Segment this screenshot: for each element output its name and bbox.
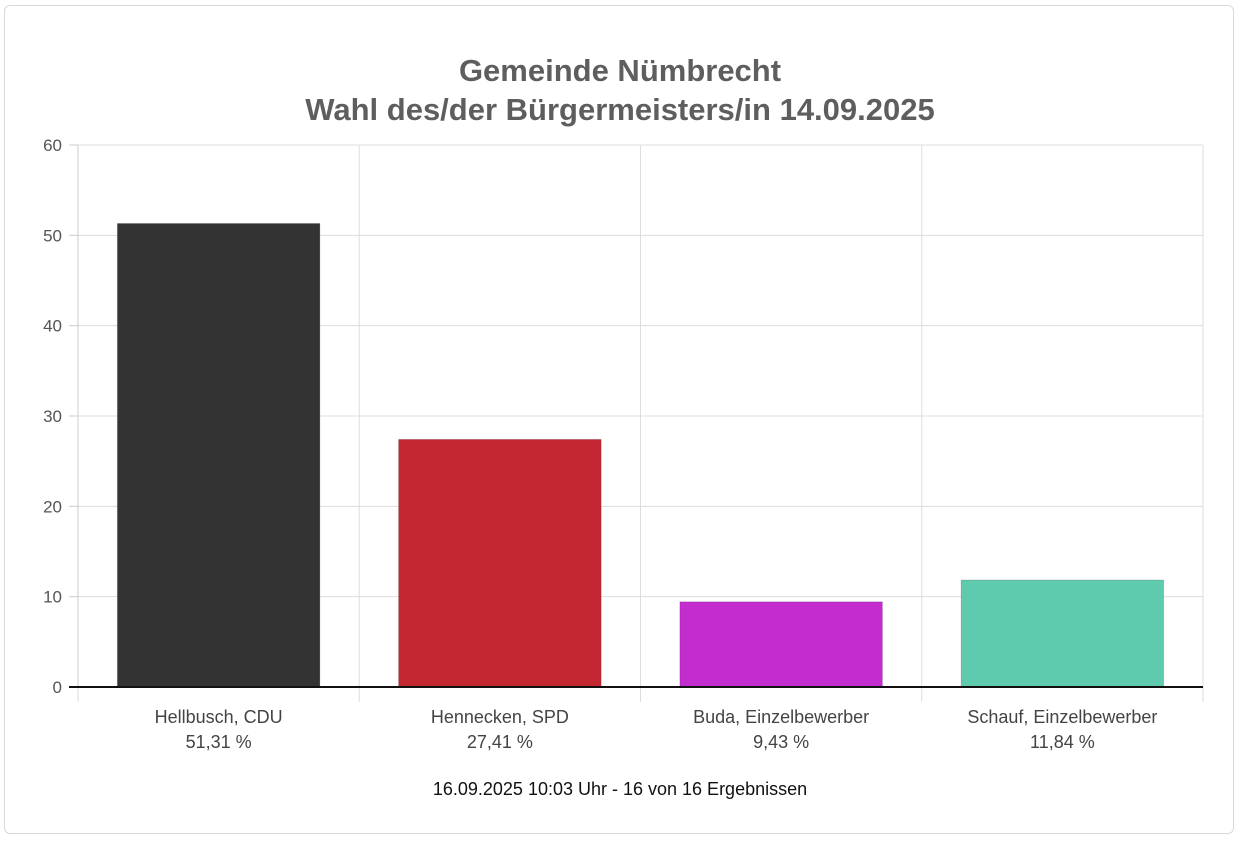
y-tick-label: 40 xyxy=(43,317,62,336)
y-tick-label: 60 xyxy=(43,136,62,155)
bar-value-label: 9,43 % xyxy=(753,732,809,752)
y-tick-label: 20 xyxy=(43,497,62,516)
bar xyxy=(960,579,1165,688)
chart-title: Gemeinde Nümbrecht xyxy=(458,53,782,88)
chart-footer: 16.09.2025 10:03 Uhr - 16 von 16 Ergebni… xyxy=(432,779,808,799)
bar xyxy=(398,438,602,688)
x-tick-label: Hennecken, SPD xyxy=(431,707,569,727)
x-tick-label: Hellbusch, CDU xyxy=(155,707,283,727)
bar-value-label: 27,41 % xyxy=(467,732,533,752)
bar xyxy=(116,222,321,688)
x-tick-label: Schauf, Einzelbewerber xyxy=(967,707,1157,727)
chart-subtitle: Wahl des/der Bürgermeisters/in 14.09.202… xyxy=(305,92,935,127)
bar-value-label: 51,31 % xyxy=(186,732,252,752)
y-tick-label: 30 xyxy=(43,407,62,426)
x-tick-label: Buda, Einzelbewerber xyxy=(693,707,869,727)
bar xyxy=(679,601,883,688)
y-tick-label: 0 xyxy=(53,678,62,697)
y-tick-label: 10 xyxy=(43,588,62,607)
bar-value-label: 11,84 % xyxy=(1030,732,1095,752)
y-tick-label: 50 xyxy=(43,226,62,245)
